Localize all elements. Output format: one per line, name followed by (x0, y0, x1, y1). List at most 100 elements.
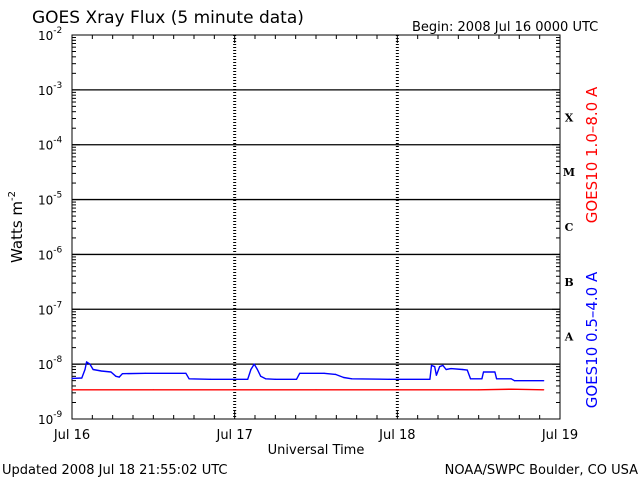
data-point (430, 364, 433, 366)
data-point (442, 364, 444, 366)
x-tick-label: Jul 18 (378, 428, 415, 443)
y-tick-label-base: 10 (38, 358, 53, 372)
data-point (429, 378, 431, 380)
y-tick-label-base: 10 (38, 29, 53, 43)
series-line-long-channel (72, 388, 544, 391)
flare-class-labels: X M C B A (563, 111, 575, 343)
data-point (510, 388, 512, 390)
data-point (434, 366, 436, 368)
data-point (71, 377, 73, 379)
y-tick-label-base: 10 (38, 248, 53, 262)
data-point (115, 375, 117, 377)
data-point (92, 368, 94, 371)
y-tick-label-exponent: -9 (53, 410, 62, 420)
data-point (299, 372, 301, 374)
y-tick-label: 10-3 (38, 81, 62, 98)
data-point (247, 378, 249, 380)
legend-short-channel-label: GOES10 0.5–4.0 A (583, 271, 601, 408)
data-point (250, 368, 252, 371)
data-point (152, 389, 154, 391)
y-tick-label-exponent: -7 (53, 300, 62, 310)
data-point (89, 363, 91, 365)
data-point (396, 389, 398, 391)
y-tick-label-exponent: -3 (53, 81, 62, 91)
data-point (323, 372, 325, 374)
data-point (543, 380, 545, 382)
data-point (466, 369, 468, 371)
y-tick-label-base: 10 (38, 303, 53, 317)
data-point (274, 378, 276, 380)
data-point (121, 373, 123, 375)
y-tick-label-base: 10 (38, 194, 53, 208)
credit-text: NOAA/SWPC Boulder, CO USA (445, 463, 638, 478)
series-layer (71, 361, 545, 391)
data-point (510, 378, 512, 380)
y-tick-label-exponent: -8 (53, 355, 62, 365)
data-point (461, 368, 463, 371)
flare-class-label: B (564, 276, 573, 289)
data-point (435, 374, 437, 376)
y-tick-label-exponent: -4 (53, 136, 62, 146)
data-point (334, 373, 337, 375)
data-point (469, 378, 472, 380)
data-point (144, 372, 146, 374)
y-tick-label-base: 10 (38, 413, 53, 427)
data-point (209, 378, 211, 380)
data-point (81, 377, 83, 379)
flare-class-label: C (565, 221, 574, 234)
data-point (234, 389, 236, 391)
x-tick-label: Jul 17 (215, 428, 252, 443)
data-point (260, 375, 262, 377)
y-tick-label-exponent: -5 (53, 191, 62, 201)
data-point (513, 380, 516, 382)
data-point (71, 389, 73, 391)
data-point (86, 361, 88, 363)
data-point (478, 389, 480, 391)
series-line-short-channel (71, 361, 544, 382)
y-axis-label-text: Watts m (8, 201, 26, 263)
axis-ticks (71, 35, 561, 420)
data-point (445, 368, 447, 371)
flare-class-label: X (565, 111, 574, 124)
y-tick-label: 10-5 (38, 191, 62, 208)
data-point (351, 378, 353, 380)
y-tick-label-base: 10 (38, 139, 53, 153)
legend-short-channel: GOES10 0.5–4.0 A (583, 271, 601, 408)
data-point (185, 372, 187, 374)
data-point (118, 376, 120, 378)
flare-class-label: M (563, 166, 575, 179)
x-axis-label: Universal Time (268, 443, 365, 458)
data-point (496, 378, 498, 380)
data-point (388, 378, 390, 380)
updated-timestamp: Updated 2008 Jul 18 21:55:02 UTC (2, 463, 227, 478)
y-axis-label-superscript: -2 (7, 191, 18, 201)
y-tick-labels: 10-210-310-410-510-610-710-810-9 (38, 26, 63, 427)
data-point (256, 368, 258, 371)
y-tick-label: 10-6 (38, 245, 63, 262)
data-point (315, 389, 317, 391)
x-tick-label: Jul 19 (541, 428, 578, 443)
begin-time: Begin: 2008 Jul 16 0000 UTC (412, 20, 598, 35)
chart-title: GOES Xray Flux (5 minute data) (32, 8, 304, 28)
y-tick-label: 10-7 (38, 300, 62, 317)
data-point (253, 363, 255, 365)
data-point (543, 389, 545, 391)
data-point (482, 371, 485, 373)
grid (72, 35, 560, 419)
data-point (100, 370, 102, 372)
x-tick-label: Jul 16 (53, 428, 90, 443)
data-point (494, 371, 496, 373)
data-point (450, 368, 452, 370)
x-tick-labels: Jul 16 Jul 17 Jul 18 Jul 19 (53, 428, 578, 443)
data-point (110, 371, 112, 373)
data-point (265, 378, 267, 380)
legend-long-channel: GOES10 1.0–8.0 A (583, 86, 601, 223)
y-tick-label-exponent: -2 (53, 26, 62, 36)
data-point (295, 378, 298, 380)
data-point (343, 376, 345, 379)
y-tick-label: 10-9 (38, 410, 63, 427)
y-tick-label: 10-2 (38, 26, 62, 43)
y-tick-label-exponent: -6 (53, 245, 62, 255)
flare-class-label: A (564, 331, 574, 344)
